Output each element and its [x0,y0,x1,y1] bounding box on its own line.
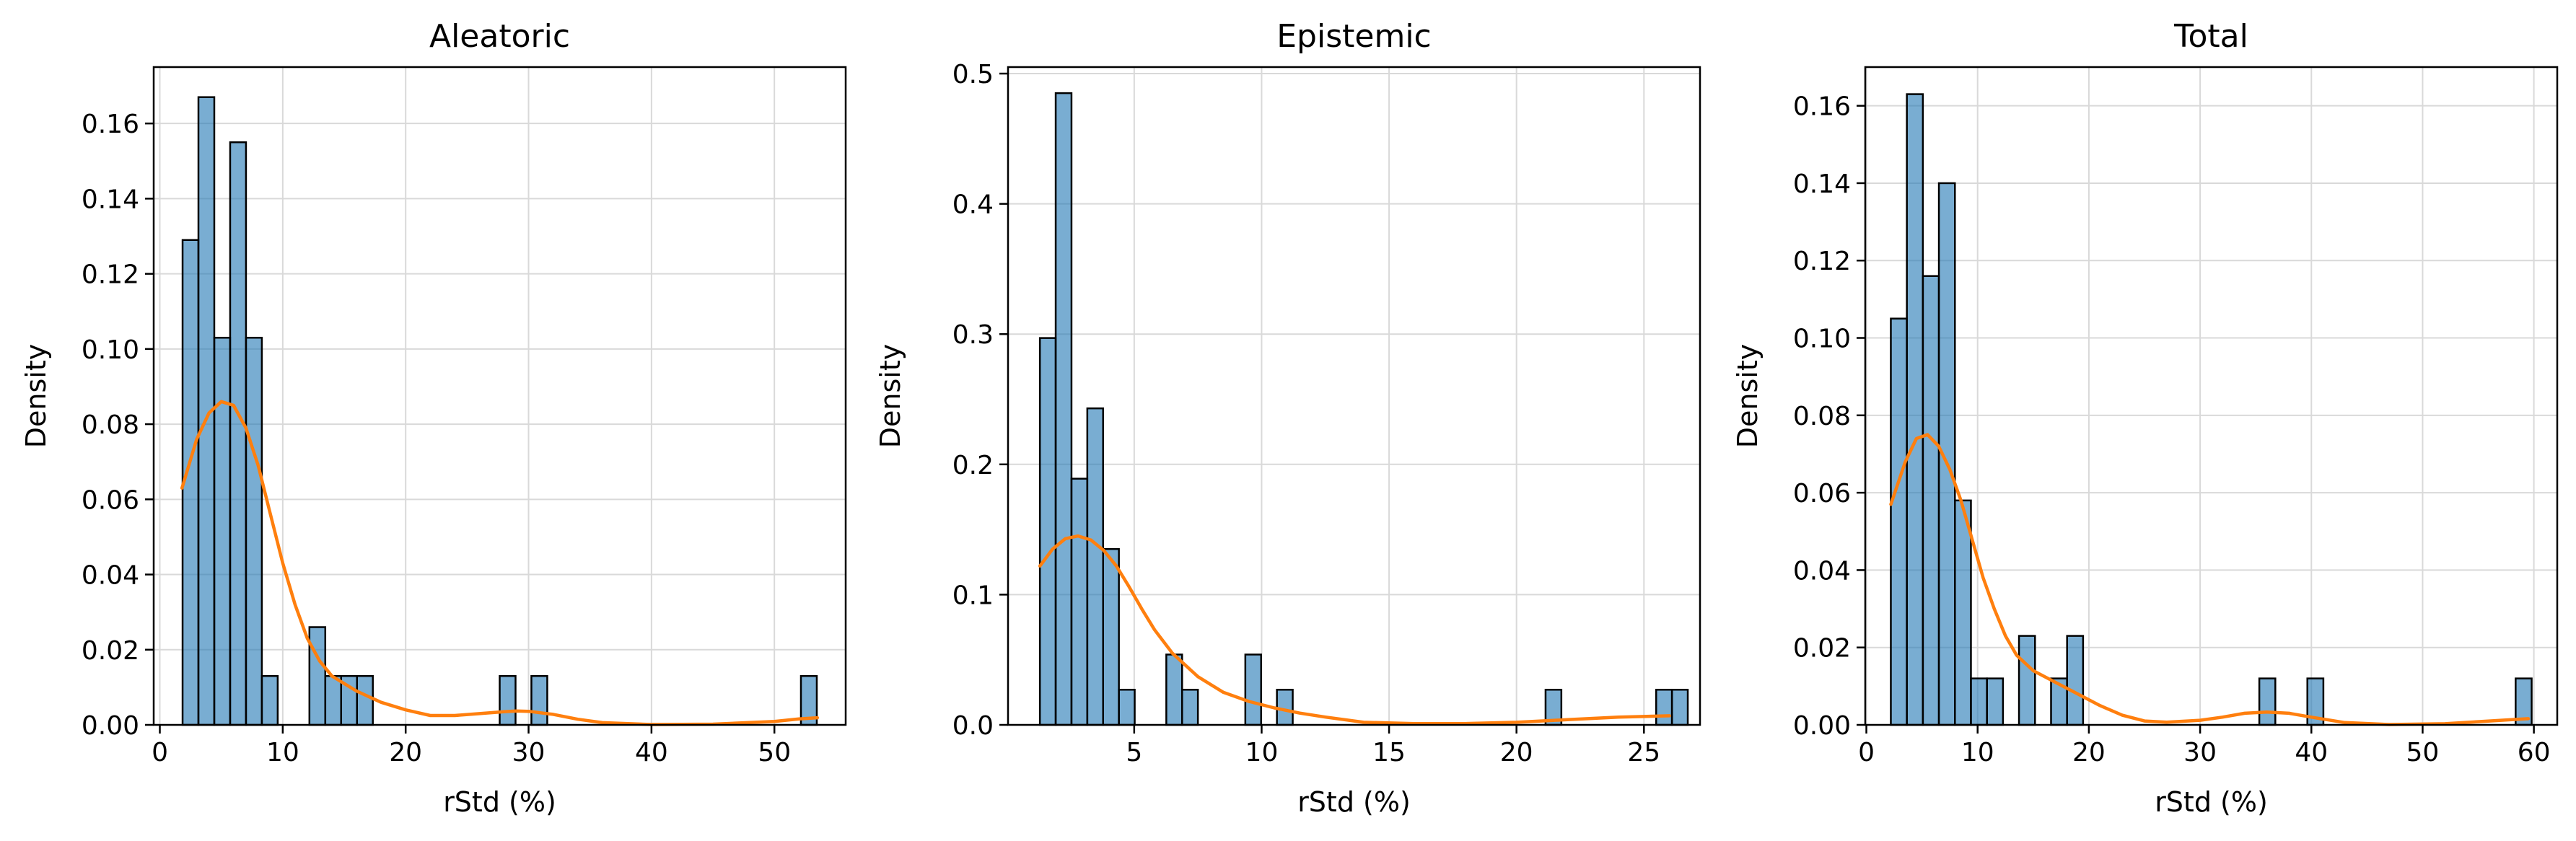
y-tick-label: 0.5 [952,60,994,89]
y-tick-label: 0.12 [82,260,139,290]
histogram-bar [1086,407,1105,726]
histogram-bar [1986,677,2005,726]
histogram-bar [1244,653,1263,726]
y-axis-label: Density [20,344,52,448]
histogram-bar [1070,477,1089,726]
y-tick-label: 0.4 [952,190,994,220]
y-tick-label: 0.16 [82,110,139,139]
y-tick-label: 0.10 [1793,325,1851,354]
histogram-bar [2018,635,2036,726]
x-tick-label: 20 [1500,738,1533,767]
y-tick-label: 0.04 [1793,556,1851,586]
y-tick-label: 0.14 [82,185,139,214]
histogram-bar [1118,688,1136,726]
histogram-bar [1181,688,1199,726]
x-tick-label: 10 [266,738,299,767]
y-axis-label: Density [1732,344,1764,448]
y-tick-label: 0.02 [82,636,139,666]
panel-epistemic: 5 10 15 20 25 0.0 0.1 0.2 0.3 0.4 0.5 Epistemic rStd… [875,18,1701,818]
y-tick-label: 0.2 [952,451,994,480]
x-tick-label: 40 [635,738,668,767]
x-tick-label: 30 [512,738,546,767]
x-tick-label: 30 [2183,738,2217,767]
kde-line [180,400,820,726]
kde-line [1038,534,1671,726]
y-tick-label: 0.1 [952,581,994,610]
x-tick-label: 5 [1126,738,1142,767]
histogram-bar [1970,677,1988,726]
y-axis-label: Density [875,344,906,448]
y-tick-label: 0.14 [1793,169,1851,199]
x-tick-label: 50 [758,738,791,767]
x-tick-label: 20 [389,738,422,767]
histogram-bar [324,675,343,726]
y-tick-label: 0.08 [82,410,139,440]
histogram-bar [356,675,374,726]
histogram-bar [1922,275,1940,726]
histogram-bar [1906,93,1924,726]
histogram-bar [2258,677,2277,726]
y-tick-label: 0.00 [1793,711,1851,741]
histogram-bar [245,336,263,726]
histogram-bar [2066,635,2085,726]
x-tick-label: 40 [2295,738,2328,767]
histogram-bar [229,141,247,726]
x-tick-label: 60 [2518,738,2551,767]
y-tick-label: 0.04 [82,561,139,591]
x-axis-label: rStd (%) [443,786,556,818]
x-axis-label: rStd (%) [1297,786,1411,818]
histogram-bar [1954,499,1972,726]
x-tick-label: 15 [1372,738,1406,767]
histogram-bar [1670,688,1689,726]
panel-total: 0 10 20 30 40 50 60 0.00 0.02 0.04 0.06 0.08 0.10 0.1… [1732,18,2559,818]
y-tick-label: 0.06 [1793,479,1851,508]
chart-title: Epistemic [1276,18,1431,55]
kde-line [1889,433,2531,726]
x-tick-label: 50 [2406,738,2440,767]
chart-title: Aleatoric [429,18,570,55]
x-tick-label: 0 [152,738,168,767]
histogram-bar [1102,547,1120,726]
y-tick-label: 0.0 [952,711,994,741]
y-tick-label: 0.16 [1793,92,1851,122]
axes-frame [1007,66,1701,726]
x-tick-label: 10 [1961,738,1994,767]
y-tick-label: 0.00 [82,711,139,741]
x-tick-label: 0 [1858,738,1875,767]
x-tick-label: 20 [2072,738,2106,767]
histogram-bar [1038,337,1057,726]
histogram-bar [260,675,279,726]
histogram-bar [499,675,517,726]
y-tick-label: 0.06 [82,485,139,515]
histogram-bar [213,336,232,726]
histogram-bar [1655,688,1673,726]
y-tick-label: 0.02 [1793,634,1851,664]
y-tick-label: 0.08 [1793,402,1851,431]
y-tick-label: 0.10 [82,335,139,365]
y-tick-label: 0.12 [1793,247,1851,276]
histogram-bar [530,675,548,726]
axes-frame [1864,66,2559,726]
histogram-bar [1054,92,1073,726]
y-tick-label: 0.3 [952,320,994,350]
chart-title: Total [2173,18,2248,55]
x-tick-label: 25 [1627,738,1660,767]
axes-frame [152,66,847,726]
x-axis-label: rStd (%) [2155,786,2268,818]
histogram-bar [308,626,327,726]
histogram-bar [1890,317,1908,726]
panel-aleatoric: 0 10 20 30 40 50 0.00 0.02 0.04 0.06 0.08 0.10 0.12 0… [20,18,847,818]
histogram-bar [1165,653,1183,726]
x-tick-label: 10 [1245,738,1279,767]
